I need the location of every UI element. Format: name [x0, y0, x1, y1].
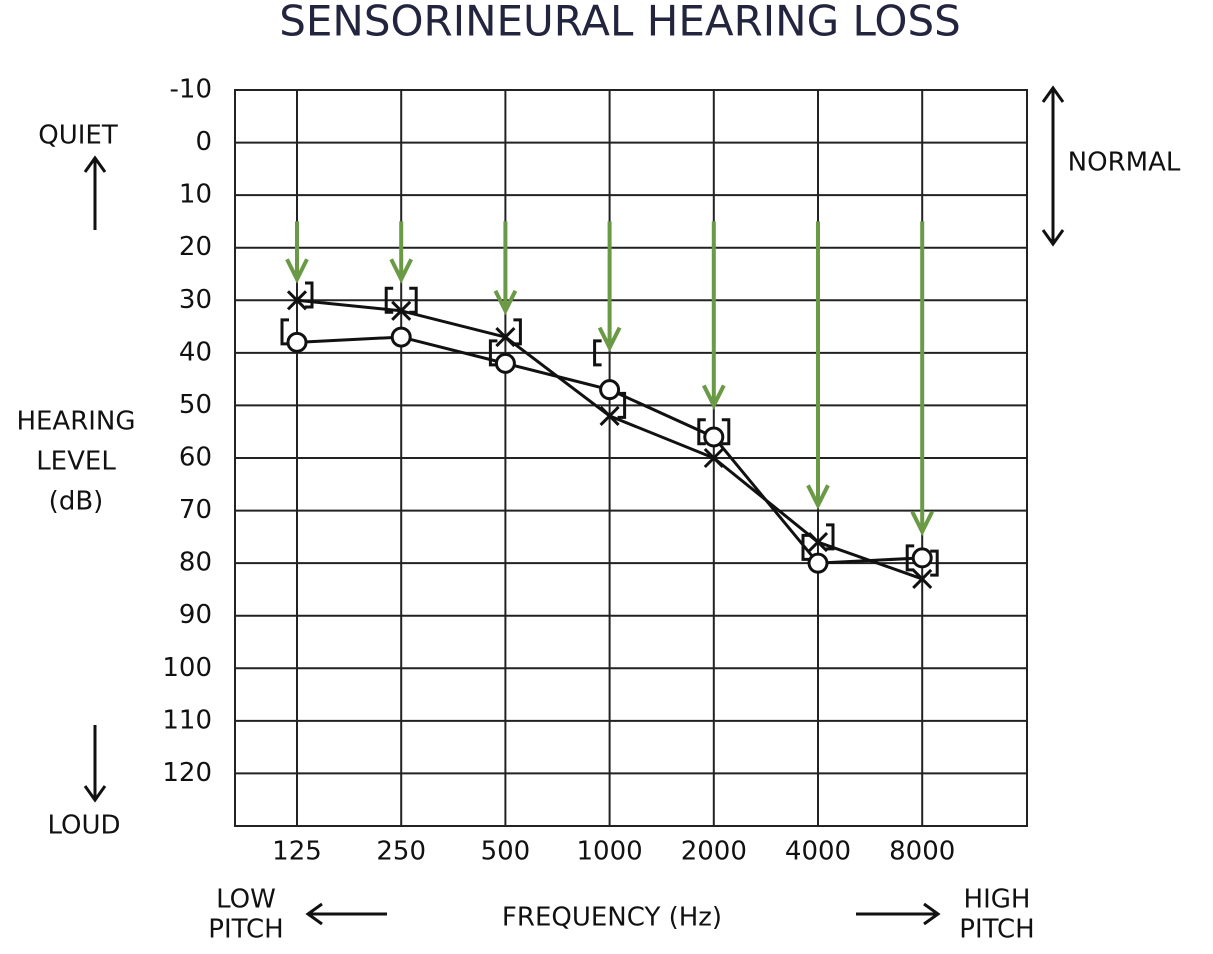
- low-pitch-note: LOW: [216, 885, 276, 915]
- y-tick-label: 40: [179, 337, 212, 367]
- arrow: [597, 221, 622, 353]
- arrow: [806, 221, 830, 510]
- marker-x: [599, 405, 620, 427]
- y-tick-label: -10: [170, 75, 212, 105]
- x-tick-label: 500: [481, 837, 531, 867]
- marker-o: [390, 326, 412, 348]
- marker-o: [599, 379, 621, 401]
- marker-bracket-left: [384, 286, 394, 314]
- marker-bracket-right: [930, 549, 939, 577]
- marker-x: [703, 447, 724, 469]
- x-tick-label: 4000: [785, 837, 851, 867]
- normal-note: NORMAL: [1068, 148, 1181, 178]
- marker-bracket-right: [305, 281, 314, 309]
- marker-bracket-right: [409, 286, 418, 314]
- arrow: [285, 221, 309, 284]
- marker-o: [703, 426, 725, 448]
- marker-x: [286, 290, 308, 311]
- marker-x: [495, 327, 516, 348]
- low-pitch-note: PITCH: [208, 915, 283, 945]
- y-tick-label: 60: [179, 443, 212, 473]
- high-pitch-note: HIGH: [964, 885, 1031, 915]
- chart-title: SENSORINEURAL HEARING LOSS: [279, 0, 961, 46]
- x-tick-label: 1000: [577, 837, 643, 867]
- arrow: [493, 221, 518, 316]
- y-tick-label: 50: [179, 390, 212, 420]
- x-tick-label: 2000: [681, 837, 747, 867]
- marker-x: [391, 300, 412, 321]
- quiet-note: QUIET: [38, 121, 118, 151]
- decor-arrows: [83, 85, 1065, 926]
- y-tick-label: 0: [195, 127, 212, 157]
- y-tick-label: 90: [179, 600, 212, 630]
- marker-bracket-left: [280, 318, 289, 346]
- y-tick-label: 20: [179, 232, 212, 262]
- x-tick-label: 125: [272, 837, 322, 867]
- marker-o: [494, 352, 516, 374]
- y-tick-label: 110: [162, 705, 212, 735]
- y-tick-label: 70: [179, 495, 212, 525]
- x-axis-label: FREQUENCY (Hz): [502, 903, 722, 933]
- marker-bracket-right: [617, 391, 627, 419]
- y-axis-label: LEVEL: [36, 447, 116, 477]
- y-tick-label: 120: [162, 758, 212, 788]
- y-axis-label: (dB): [49, 487, 104, 517]
- marker-x: [912, 568, 933, 589]
- arrow: [389, 221, 413, 284]
- arrow: [910, 221, 934, 537]
- marker-o: [286, 331, 308, 353]
- marker-bracket-right: [513, 318, 522, 346]
- marker-o: [911, 547, 933, 569]
- marker-o: [807, 552, 829, 574]
- y-tick-label: 10: [179, 180, 212, 210]
- y-tick-label: 30: [179, 285, 212, 315]
- high-pitch-note: PITCH: [959, 915, 1034, 945]
- marker-bracket-left: [801, 533, 810, 561]
- marker-bracket-left: [488, 339, 498, 367]
- y-tick-label: 100: [162, 653, 212, 683]
- marker-bracket-left: [905, 544, 915, 572]
- marker-bracket-right: [721, 418, 731, 446]
- x-tick-label: 250: [376, 837, 426, 867]
- marker-bracket-left: [697, 418, 706, 446]
- arrow: [702, 221, 726, 410]
- marker-x: [807, 532, 829, 553]
- y-tick-label: 80: [179, 548, 212, 578]
- x-tick-label: 8000: [889, 837, 955, 867]
- marker-bracket-right: [826, 523, 835, 551]
- marker-bracket-left: [593, 339, 602, 367]
- loud-note: LOUD: [47, 811, 120, 841]
- y-axis-label: HEARING: [16, 407, 135, 437]
